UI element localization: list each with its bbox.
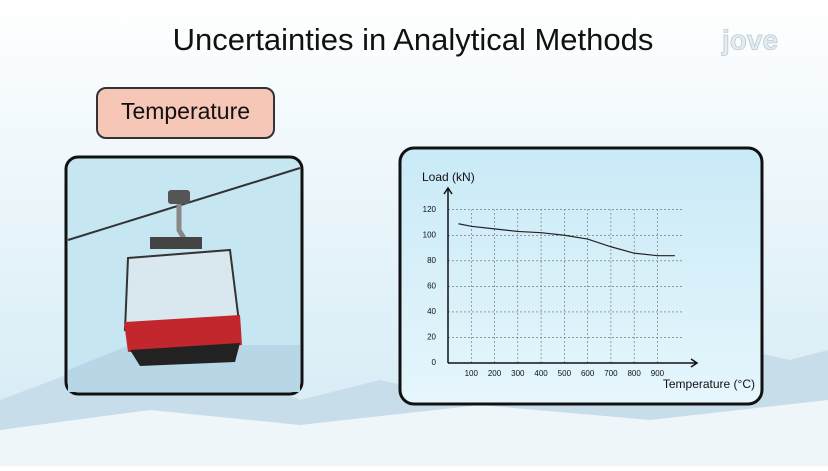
x-tick-label: 500: [558, 369, 572, 378]
x-axis-label: Temperature (°C): [663, 377, 755, 391]
x-tick-label: 300: [511, 369, 525, 378]
y-tick-label: 60: [427, 281, 436, 290]
topic: Temperature: [121, 98, 250, 124]
y-tick-label: 20: [427, 333, 436, 342]
y-axis: [443, 186, 453, 363]
data-line: [458, 223, 675, 257]
x-axis: [448, 358, 699, 368]
y-tick-label: 0: [432, 358, 437, 367]
x-tick-label: 100: [465, 369, 479, 378]
gondola-illustration: [64, 155, 304, 396]
logo: jove: [721, 24, 778, 55]
x-tick-label: 200: [488, 369, 502, 378]
x-tick-label: 600: [581, 369, 595, 378]
y-tick-label: 40: [427, 307, 436, 316]
y-tick-label: 100: [423, 230, 437, 239]
x-tick-label: 800: [627, 369, 641, 378]
chart-panel: [398, 146, 764, 406]
chart: Load (kN) Temperature (°C) 0 20 40 60 80 100 1…: [422, 170, 755, 391]
snow: [0, 400, 828, 466]
y-axis-label: Load (kN): [422, 170, 475, 184]
topic-pill: [96, 87, 275, 139]
x-tick-label: 900: [651, 369, 665, 378]
title: Uncertainties in Analytical Methods: [173, 22, 654, 57]
y-tick-label: 80: [427, 256, 436, 265]
x-tick-label: 400: [534, 369, 548, 378]
x-tick-label: 700: [604, 369, 618, 378]
y-tick-label: 120: [423, 205, 437, 214]
